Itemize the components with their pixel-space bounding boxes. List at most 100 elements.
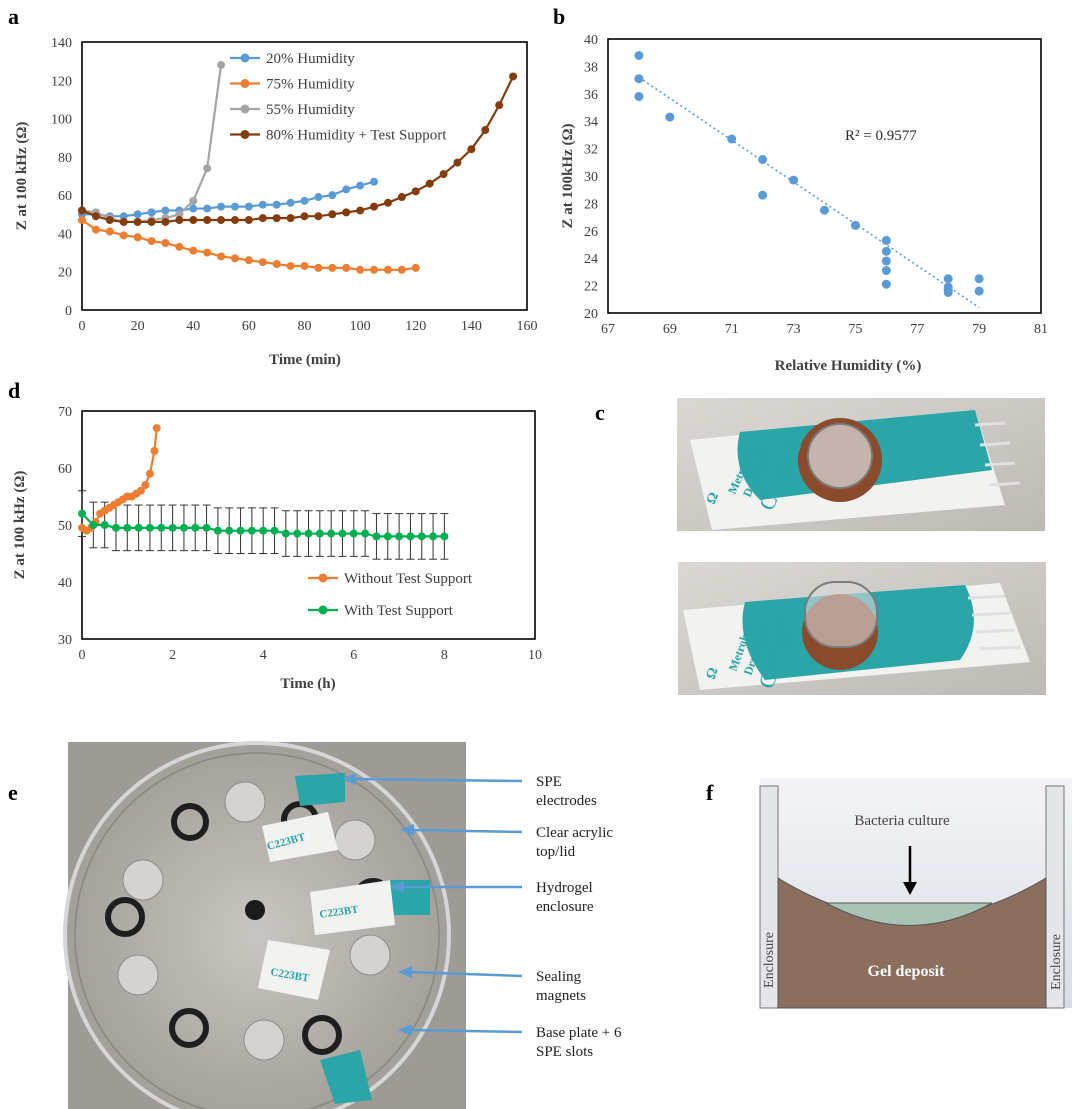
chart-d-point-s1 [141, 481, 150, 490]
chart-b-ytick: 22 [584, 280, 598, 295]
chart-d-point-s2 [259, 526, 268, 535]
chart-b-xtick: 75 [848, 322, 862, 337]
chart-b-ytick: 30 [584, 170, 598, 185]
chart-d-point-s2 [349, 529, 358, 538]
chart-a-point-s4 [78, 206, 86, 215]
panel-e-callouts: SPE electrodes Clear acrylic top/lid Hyd… [342, 773, 622, 1060]
chart-b-frame [607, 38, 1042, 314]
chart-b-xtick: 77 [910, 322, 924, 337]
chart-b-point [727, 134, 737, 144]
chart-a-point-s2 [411, 263, 420, 272]
chart-d-point-s2 [361, 529, 370, 538]
chart-d-point-s2 [179, 523, 188, 532]
chart-b-ytick: 40 [584, 33, 598, 48]
chart-a-legend-label-4: 80% Humidity + Test Support [266, 128, 447, 144]
chart-d-ylabel: Z at 100 kHz (Ω) [12, 471, 28, 580]
chart-b-point [881, 256, 891, 266]
chart-a-point-s4 [453, 158, 462, 167]
chart-d-xtick: 0 [79, 648, 86, 663]
chart-d-point-s2 [202, 523, 211, 532]
panel-c-photo-bottom: Ω Metrohm DropSens C223BT [678, 562, 1046, 695]
chart-a-point-s4 [189, 216, 198, 225]
chart-a-point-s2 [356, 265, 365, 274]
chart-d-point-s2 [429, 532, 438, 541]
chart-a-point-s4 [481, 126, 490, 135]
chart-a-point-s4 [203, 216, 212, 225]
chart-a-point-s4 [328, 210, 337, 219]
chart-a-point-s4 [425, 179, 434, 188]
chart-a-point-s1 [217, 202, 226, 211]
chart-a-series-line-3 [81, 64, 223, 224]
panel-letter-f: f [706, 780, 714, 805]
chart-d-point-s2 [440, 532, 449, 541]
chart-b-ytick: 38 [584, 60, 598, 75]
bacteria-culture-label: Bacteria culture [854, 813, 950, 829]
chart-b-point [758, 190, 768, 200]
chart-d-point-s2 [213, 526, 222, 535]
chart-a-point-s4 [439, 170, 448, 179]
chart-b-ytick: 36 [584, 88, 598, 103]
chart-a-point-s3 [175, 210, 184, 219]
chart-d-point-s2 [304, 529, 313, 538]
chart-b-xtick: 69 [663, 322, 677, 337]
chart-d-point-s2 [100, 521, 109, 529]
chart-b-point [758, 155, 768, 165]
chart-a-point-s2 [258, 258, 267, 267]
chart-a-ytick: 60 [58, 189, 72, 204]
chart-d-ytick: 60 [58, 462, 72, 477]
chart-a-xtick: 20 [131, 319, 145, 334]
chart-a-point-s2 [230, 254, 239, 263]
chart-a-point-s1 [258, 200, 267, 209]
chart-a-series-line-1 [82, 180, 375, 218]
chart-b-point [881, 266, 891, 276]
card-top-logo: Ω [704, 490, 722, 506]
chart-a-point-s4 [383, 198, 392, 207]
chart-a-point-s2 [300, 261, 309, 270]
chart-a-point-s4 [272, 214, 281, 223]
chart-a-point-s1 [161, 206, 170, 215]
chart-d-point-s1 [150, 446, 159, 455]
chart-a-point-s1 [272, 200, 281, 209]
chart-a-point-s2 [133, 233, 142, 242]
chart-a-point-s2 [119, 231, 128, 240]
chart-d-point-s2 [111, 523, 120, 532]
chart-d-point-s2 [89, 521, 98, 529]
chart-d-point-s2 [270, 526, 279, 535]
chart-a-point-s4 [286, 214, 295, 223]
chart-d-point-s2 [327, 529, 336, 538]
chart-a-point-s3 [217, 60, 226, 69]
chart-d-point-s2 [315, 529, 324, 538]
chart-a-point-s4 [495, 101, 504, 110]
chart-d-point-s2 [247, 526, 256, 535]
callout-5-line2: SPE slots [536, 1044, 593, 1060]
chart-a-point-s2 [175, 242, 184, 251]
chart-a-xtick: 80 [298, 319, 312, 334]
chart-a-point-s1 [314, 193, 323, 202]
chart-b-point [850, 220, 860, 230]
chart-a-point-s1 [342, 185, 351, 194]
chart-a-xtick: 160 [517, 319, 538, 334]
chart-d-xlabel: Time (h) [280, 676, 335, 692]
callout-4-line1: Sealing [536, 969, 581, 985]
chart-a-xtick: 0 [79, 319, 86, 334]
chart-a-point-s1 [286, 198, 295, 207]
slot-label-2: C223BT [319, 904, 360, 921]
chart-a-legend-label-1: 20% Humidity [266, 51, 355, 67]
panel-letter-a: a [8, 4, 19, 29]
chart-a-point-s4 [230, 216, 239, 225]
chart-d-point-s2 [145, 523, 154, 532]
chart-b-xtick: 67 [601, 322, 615, 337]
callout-1-line2: electrodes [536, 793, 597, 809]
culture-layer [825, 902, 993, 926]
chart-b-point [881, 235, 891, 245]
chart-a-point-s2 [161, 239, 170, 247]
chart-b-point [820, 205, 829, 215]
chart-d-point-s2 [281, 529, 290, 538]
panel-letter-b: b [553, 4, 565, 29]
chart-d-xtick: 2 [169, 648, 176, 663]
panel-letter-d: d [8, 378, 20, 403]
chart-d-point-s1 [145, 469, 154, 478]
chart-b-point [665, 112, 675, 122]
callout-2-line1: Clear acrylic [536, 825, 613, 841]
chart-a-xtick: 100 [350, 319, 371, 334]
